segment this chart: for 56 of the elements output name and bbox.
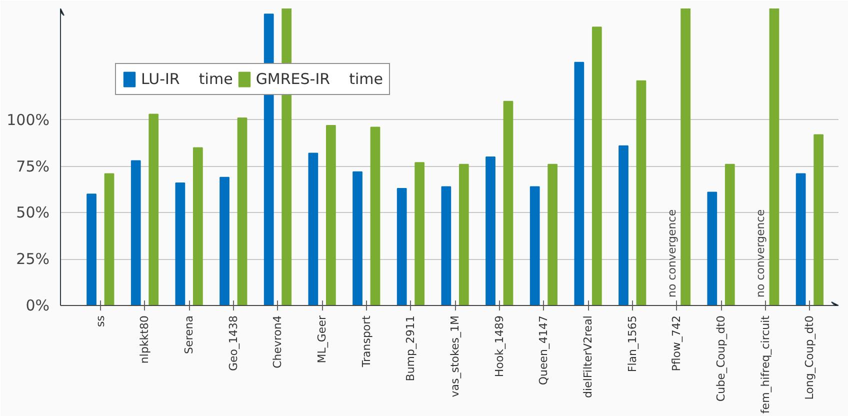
x-tick-label: Serena (182, 315, 196, 354)
bar (86, 194, 96, 306)
bar (192, 147, 203, 306)
x-tick-label: ML_Geer (316, 315, 329, 364)
x-tick-label: Pflow_742 (670, 315, 684, 372)
bar (636, 80, 646, 306)
bar (574, 62, 584, 306)
bar (680, 8, 690, 306)
x-tick-label: Hook_1489 (492, 315, 506, 378)
bar (220, 176, 230, 306)
y-tick-label: 100% (6, 110, 50, 129)
legend-label: LU-IR time (141, 70, 233, 88)
x-tick-label: Bump_2911 (404, 315, 418, 382)
bar (370, 126, 380, 306)
bar (175, 182, 186, 306)
bar (308, 152, 318, 306)
bar (530, 186, 540, 306)
bar (396, 188, 407, 306)
x-tick-label: Geo_1438 (226, 316, 240, 372)
x-tick-label: Transport (360, 314, 373, 368)
bar (104, 173, 114, 306)
x-tick-label: Chevron4 (271, 315, 284, 368)
bar (130, 160, 141, 306)
x-tick-label: vas_stokes_1M (448, 315, 462, 398)
bar (148, 114, 159, 306)
x-tick-label: fem_hifreq_circuit (758, 314, 772, 414)
x-tick-label: Queen_4147 (537, 315, 550, 386)
bar (503, 100, 514, 306)
y-tick-label: 50% (16, 204, 50, 222)
annotation: no convergence (665, 209, 678, 298)
bar (414, 162, 425, 306)
x-tick-label: Cube_Coup_dt0 (714, 316, 728, 402)
bar (618, 145, 628, 306)
x-tick-label: Long_Coup_dt0 (803, 315, 816, 400)
bar (724, 164, 735, 306)
bar (237, 118, 248, 306)
bar (458, 164, 469, 306)
y-tick-label: 0% (26, 296, 50, 314)
bar (814, 134, 824, 306)
bar (441, 186, 452, 306)
x-tick-label: nlpkkt80 (138, 316, 152, 364)
x-tick-label: ss (94, 315, 107, 327)
x-tick-label: dielFilterV2real (582, 315, 595, 398)
x-tick-label: Flan_1565 (626, 315, 639, 372)
bar (486, 156, 496, 306)
y-tick-label: 75% (16, 157, 50, 176)
bar (592, 26, 602, 306)
bar (352, 171, 362, 306)
bar (548, 164, 558, 306)
y-tick-label: 25% (16, 250, 50, 268)
legend-label: GMRES-IR time (256, 70, 384, 88)
bar (707, 192, 718, 306)
annotation: no convergence (754, 209, 767, 298)
bar (769, 8, 780, 306)
bar (326, 124, 336, 306)
bar (796, 173, 806, 306)
